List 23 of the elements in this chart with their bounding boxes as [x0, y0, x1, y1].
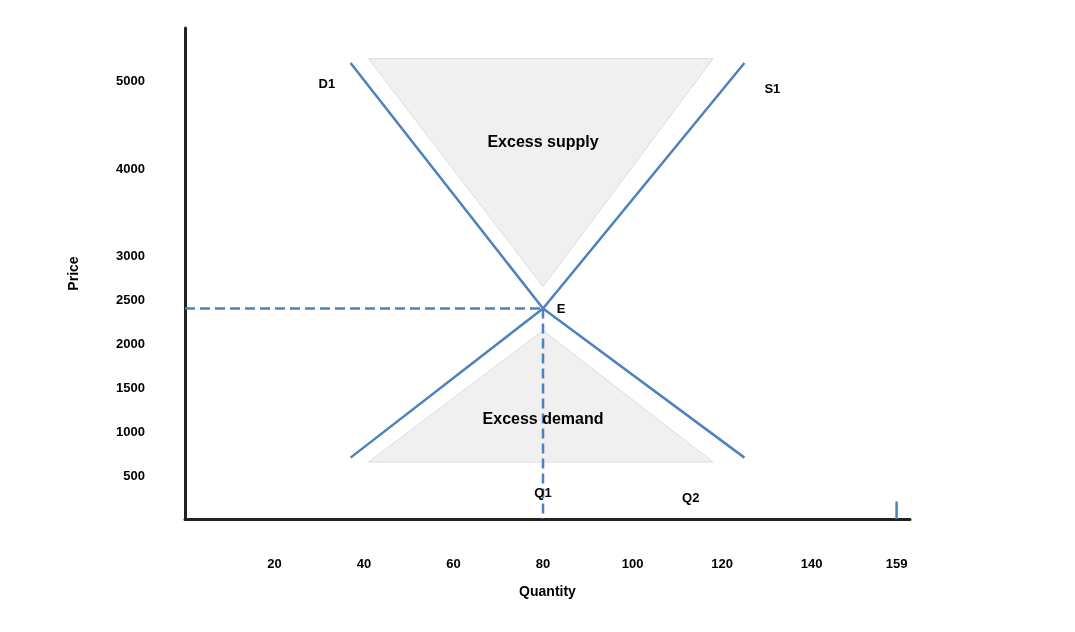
x-tick-label: 100 — [621, 556, 644, 571]
x-tick-label: 80 — [535, 556, 551, 571]
y-axis-title: Price — [65, 256, 81, 291]
x-tick-label: 140 — [800, 556, 823, 571]
annotation: Q2 — [682, 489, 700, 505]
y-tick-label: 4000 — [116, 160, 145, 176]
y-tick-label: 2500 — [116, 292, 145, 308]
annotation: E — [556, 301, 566, 317]
y-tick-label: 2000 — [116, 336, 145, 352]
series-label: D1 — [318, 75, 336, 91]
text: S1 — [764, 80, 781, 96]
y-tick-label: 500 — [123, 467, 145, 483]
x-tick-label: 120 — [711, 556, 733, 571]
x-tick-label: 60 — [446, 556, 461, 571]
x-tick-label: 40 — [356, 556, 372, 571]
x-tick-label: 159 — [885, 556, 908, 571]
y-tick-label: 1000 — [116, 423, 145, 439]
y-tick-label: 5000 — [116, 73, 145, 89]
y-tick-label: 1500 — [116, 379, 145, 395]
annotation: Excess supply — [487, 133, 599, 151]
y-tick-label: 3000 — [116, 248, 145, 264]
x-axis-title: Quantity — [519, 583, 577, 599]
x-tick-label: 20 — [267, 556, 282, 571]
